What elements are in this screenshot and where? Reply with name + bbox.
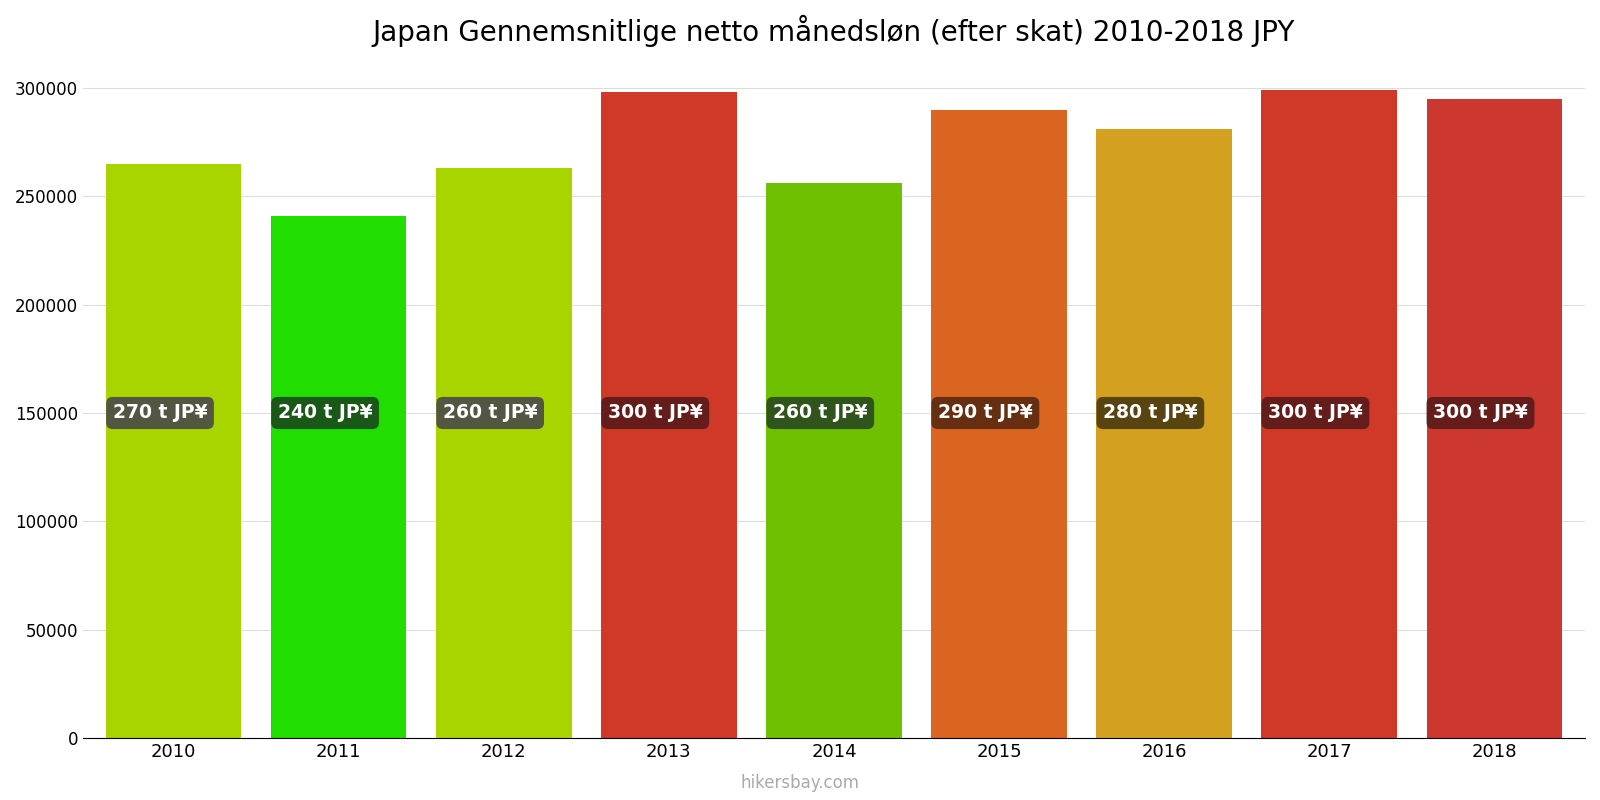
Bar — [602, 92, 736, 738]
Text: 300 t JP¥: 300 t JP¥ — [1434, 403, 1528, 422]
Title: Japan Gennemsnitlige netto månedsløn (efter skat) 2010-2018 JPY: Japan Gennemsnitlige netto månedsløn (ef… — [373, 15, 1294, 47]
Bar — [931, 110, 1067, 738]
Text: 240 t JP¥: 240 t JP¥ — [278, 403, 373, 422]
Text: 260 t JP¥: 260 t JP¥ — [443, 403, 538, 422]
Bar — [270, 216, 406, 738]
Bar — [1096, 129, 1232, 738]
Bar — [437, 168, 571, 738]
Bar — [1427, 98, 1562, 738]
Text: 300 t JP¥: 300 t JP¥ — [1269, 403, 1363, 422]
Bar — [766, 183, 902, 738]
Text: 300 t JP¥: 300 t JP¥ — [608, 403, 702, 422]
Text: 260 t JP¥: 260 t JP¥ — [773, 403, 867, 422]
Text: hikersbay.com: hikersbay.com — [741, 774, 859, 792]
Bar — [1261, 90, 1397, 738]
Text: 290 t JP¥: 290 t JP¥ — [938, 403, 1032, 422]
Bar — [106, 164, 242, 738]
Text: 270 t JP¥: 270 t JP¥ — [112, 403, 208, 422]
Text: 280 t JP¥: 280 t JP¥ — [1102, 403, 1198, 422]
